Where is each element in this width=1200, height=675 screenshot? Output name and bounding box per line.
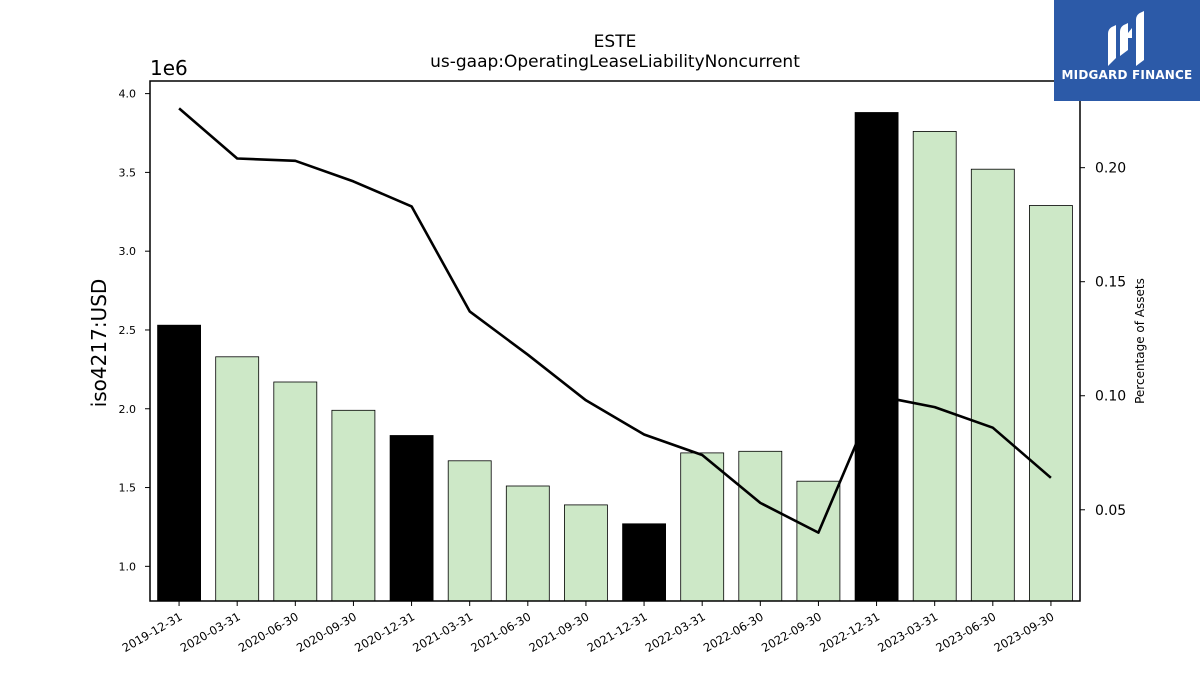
chart-title: ESTE	[593, 32, 637, 52]
x-tick-label: 2019-12-31	[120, 609, 185, 655]
x-tick-label: 2021-06-30	[468, 609, 533, 655]
bar	[680, 452, 725, 602]
x-tick-label: 2022-06-30	[701, 609, 766, 655]
bar	[331, 409, 376, 602]
bar	[505, 485, 550, 602]
plot-frame	[149, 80, 1081, 602]
x-tick-label: 2022-09-30	[759, 609, 824, 655]
x-tick-label: 2021-12-31	[585, 609, 650, 655]
bar	[622, 523, 666, 602]
x-tick-label: 2021-09-30	[527, 609, 592, 655]
bar	[970, 168, 1015, 602]
y2-axis-label: Percentage of Assets	[1133, 278, 1147, 404]
x-tick-label: 2020-03-31	[178, 609, 243, 655]
bar	[447, 460, 492, 602]
y-tick-label: 3.0	[119, 245, 137, 258]
series-line	[178, 107, 1052, 534]
x-tick-label: 2020-09-30	[294, 609, 359, 655]
y2-tick-label: 0.15	[1095, 275, 1126, 291]
bar	[854, 112, 899, 602]
y2-tick-label: 0.05	[1095, 503, 1126, 519]
bar	[389, 435, 434, 602]
y-tick-label: 2.5	[119, 324, 137, 337]
chart-subtitle: us-gaap:OperatingLeaseLiabilityNoncurren…	[430, 52, 800, 72]
y-axis-right: 0.05 0.10 0.15 0.20	[1080, 161, 1126, 519]
line-series	[178, 107, 1052, 534]
y-multiplier-label: 1e6	[150, 56, 188, 80]
x-tick-label: 2020-06-30	[236, 609, 301, 655]
y-tick-label: 4.0	[119, 88, 137, 101]
x-tick-label: 2021-03-31	[410, 609, 475, 655]
x-tick-label: 2023-09-30	[992, 609, 1057, 655]
y-tick-label: 1.5	[119, 482, 137, 495]
y-axis-label: iso4217:USD	[87, 279, 111, 408]
logo-mark-icon	[1108, 11, 1144, 66]
bar	[215, 356, 260, 602]
bar	[912, 130, 957, 602]
x-tick-label: 2023-06-30	[933, 609, 998, 655]
x-tick-label: 2020-12-31	[352, 609, 417, 655]
y-axis-left: 1.0 1.5 2.0 2.5 3.0 3.5 4.0	[119, 88, 150, 573]
y-tick-label: 2.0	[119, 403, 137, 416]
bar	[738, 450, 783, 602]
x-axis: 2019-12-312020-03-312020-06-302020-09-30…	[120, 601, 1057, 655]
x-tick-label: 2023-03-31	[875, 609, 940, 655]
bar-series	[157, 112, 1073, 602]
y2-tick-label: 0.20	[1095, 161, 1126, 177]
x-tick-label: 2022-03-31	[643, 609, 708, 655]
bar	[157, 324, 202, 602]
y2-tick-label: 0.10	[1095, 389, 1126, 405]
y-tick-label: 3.5	[119, 166, 137, 179]
bar	[273, 381, 318, 602]
logo-text: MIDGARD FINANCE	[1061, 68, 1193, 82]
bar	[564, 504, 608, 602]
bar	[1029, 205, 1073, 602]
x-tick-label: 2022-12-31	[817, 609, 882, 655]
y-tick-label: 1.0	[119, 560, 137, 573]
midgard-finance-logo: MIDGARD FINANCE	[1054, 0, 1200, 101]
